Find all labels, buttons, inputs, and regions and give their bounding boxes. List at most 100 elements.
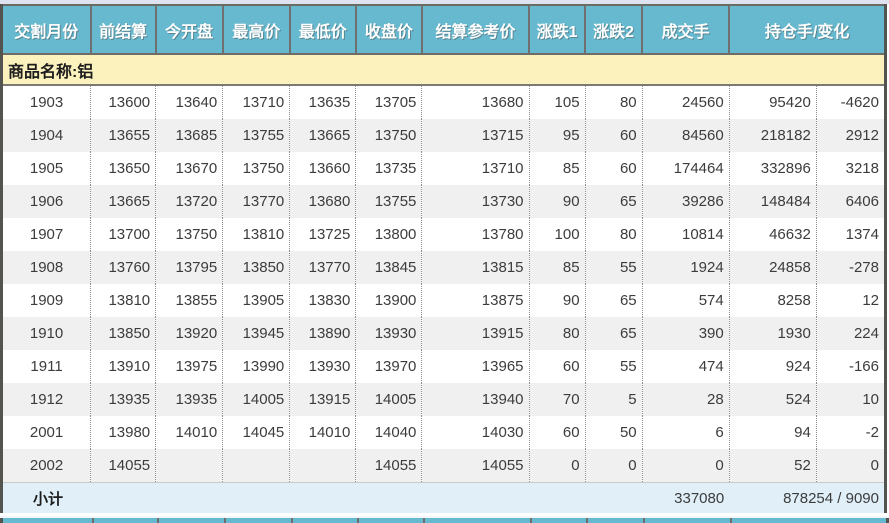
cell-high: 14045 [222,416,291,449]
cell-month: 1906 [1,185,92,218]
next-header-band [0,518,889,523]
cell-open-interest: 218182 [729,119,817,152]
table-row: 1907 13700 13750 13810 13725 13800 13780… [1,218,887,251]
cell-close: 13735 [355,152,423,185]
cell-settlement-ref: 13815 [421,251,530,284]
cell-open: 13975 [155,350,224,383]
cell-change1: 60 [529,416,586,449]
cell-change2: 80 [585,85,643,119]
top-strip [0,0,889,4]
cell-month: 1904 [1,119,92,152]
cell-low: 13830 [289,284,357,317]
column-divider [530,518,532,523]
cell-close: 13900 [355,284,423,317]
subtotal-volume: 337080 [642,482,730,513]
cell-open: 14010 [155,416,224,449]
cell-oi-change: 1374 [816,218,887,251]
cell-low: 13770 [289,251,357,284]
cell-oi-change: 3218 [816,152,887,185]
cell-open: 13670 [155,152,224,185]
header-prev-settlement: 前结算 [89,4,156,55]
cell-oi-change: 6406 [816,185,887,218]
cell-close: 13705 [355,85,423,119]
cell-month: 2002 [1,449,92,483]
cell-volume: 39286 [642,185,730,218]
cell-month: 1907 [1,218,92,251]
header-low: 最低价 [288,4,356,55]
cell-change1: 60 [529,350,586,383]
cell-oi-change: 0 [816,449,887,483]
cell-settlement-ref: 13780 [421,218,530,251]
cell-prev-settlement: 13910 [90,350,157,383]
table-row: 2002 14055 14055 14055 0 0 0 52 0 [1,449,887,483]
header-change1: 涨跌1 [528,4,586,55]
cell-open-interest: 46632 [729,218,817,251]
table-row: 1912 13935 13935 14005 13915 14005 13940… [1,383,887,416]
cell-close: 13930 [355,317,423,350]
cell-prev-settlement: 13760 [90,251,157,284]
cell-high: 13810 [222,218,291,251]
column-divider [357,518,359,523]
cell-high [222,449,291,483]
cell-change2: 55 [585,350,643,383]
cell-close: 14005 [355,383,423,416]
cell-volume: 390 [642,317,730,350]
column-divider [586,518,588,523]
cell-change1: 0 [529,449,586,483]
cell-low: 13915 [289,383,357,416]
cell-prev-settlement: 13665 [90,185,157,218]
subtotal-row: 小计 337080 878254 / 9090 [1,482,886,513]
header-open-interest-change: 持仓手/变化 [728,4,886,55]
cell-close: 13750 [355,119,423,152]
table-row: 1910 13850 13920 13945 13890 13930 13915… [1,317,887,350]
cell-high: 13755 [222,119,291,152]
subtotal-label: 小计 [1,482,643,513]
cell-change2: 60 [585,152,643,185]
cell-change2: 65 [585,317,643,350]
cell-prev-settlement: 13655 [90,119,157,152]
header-volume: 成交手 [641,4,730,55]
cell-settlement-ref: 14030 [421,416,530,449]
cell-open: 13795 [155,251,224,284]
cell-change2: 0 [585,449,643,483]
cell-settlement-ref: 13940 [421,383,530,416]
column-divider [291,518,293,523]
cell-settlement-ref: 13730 [421,185,530,218]
cell-close: 13755 [355,185,423,218]
cell-close: 13800 [355,218,423,251]
column-divider [92,518,94,523]
cell-low: 13725 [289,218,357,251]
cell-change2: 55 [585,251,643,284]
cell-low: 13930 [289,350,357,383]
cell-oi-change: 10 [816,383,887,416]
cell-open: 13685 [155,119,224,152]
cell-open: 13855 [155,284,224,317]
cell-change2: 65 [585,284,643,317]
cell-open-interest: 524 [729,383,817,416]
cell-change2: 80 [585,218,643,251]
cell-settlement-ref: 13915 [421,317,530,350]
cell-low: 13660 [289,152,357,185]
cell-volume: 10814 [642,218,730,251]
cell-month: 1911 [1,350,92,383]
cell-close: 13970 [355,350,423,383]
cell-low [289,449,357,483]
cell-low: 13635 [289,85,357,119]
table-row: 1903 13600 13640 13710 13635 13705 13680… [1,85,887,119]
cell-high: 13850 [222,251,291,284]
cell-month: 1912 [1,383,92,416]
cell-prev-settlement: 13850 [90,317,157,350]
cell-prev-settlement: 13935 [90,383,157,416]
cell-oi-change: -278 [816,251,887,284]
product-name-label: 商品名称:铝 [1,54,886,86]
cell-settlement-ref: 13965 [421,350,530,383]
cell-change2: 5 [585,383,643,416]
cell-low: 14010 [289,416,357,449]
cell-low: 13665 [289,119,357,152]
cell-change1: 100 [529,218,586,251]
cell-volume: 6 [642,416,730,449]
cell-month: 1908 [1,251,92,284]
cell-volume: 174464 [642,152,730,185]
header-month: 交割月份 [1,4,91,55]
cell-prev-settlement: 13700 [90,218,157,251]
